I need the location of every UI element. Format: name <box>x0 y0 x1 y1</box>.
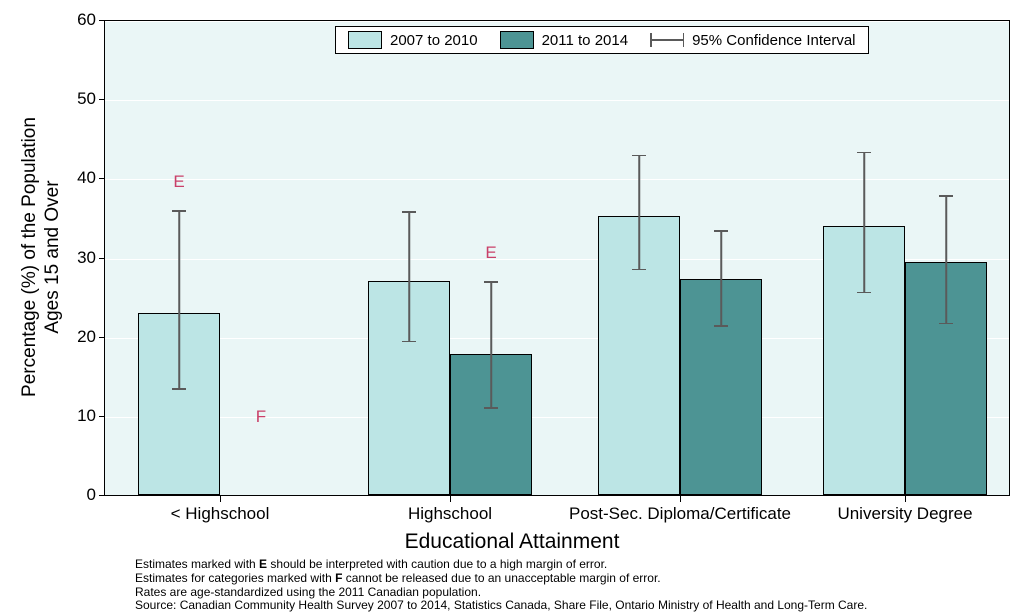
error-bar-cap <box>172 388 186 390</box>
y-tick-mark <box>99 258 105 259</box>
x-tick-label: University Degree <box>837 504 972 524</box>
flag-e-annotation: E <box>173 172 184 192</box>
x-tick-label: < Highschool <box>171 504 270 524</box>
y-tick-mark <box>99 99 105 100</box>
y-tick-mark <box>99 178 105 179</box>
x-tick-label: Highschool <box>408 504 492 524</box>
y-tick-mark <box>99 20 105 21</box>
error-bar-line <box>490 281 492 407</box>
flag-e-annotation: E <box>485 243 496 263</box>
flag-f-annotation: F <box>256 407 266 427</box>
y-tick-label: 30 <box>16 248 96 268</box>
footnote-line-4: Source: Canadian Community Health Survey… <box>135 599 867 613</box>
legend-item-series-a: 2007 to 2010 <box>348 31 478 49</box>
error-bar-cap <box>402 341 416 343</box>
legend-label-ci: 95% Confidence Interval <box>692 32 855 49</box>
y-tick-label: 10 <box>16 406 96 426</box>
error-bar-line <box>720 230 722 325</box>
error-bar-cap <box>484 407 498 409</box>
legend-label-a: 2007 to 2010 <box>390 32 478 49</box>
footnote-line-2: Estimates for categories marked with F c… <box>135 572 867 586</box>
x-tick-label: Post-Sec. Diploma/Certificate <box>569 504 791 524</box>
footnotes: Estimates marked with E should be interp… <box>135 558 867 613</box>
plot-area: E F E <box>105 20 1010 495</box>
grid-line <box>105 179 1009 180</box>
footnote-line-3: Rates are age-standardized using the 201… <box>135 586 867 600</box>
x-tick-mark <box>680 496 681 502</box>
legend-swatch-a <box>348 31 382 49</box>
footnote-line-1: Estimates marked with E should be interp… <box>135 558 867 572</box>
error-bar-line <box>863 152 865 292</box>
legend-swatch-b <box>500 31 534 49</box>
error-bar-cap <box>632 269 646 271</box>
error-bar-line <box>945 195 947 322</box>
y-tick-mark <box>99 495 105 496</box>
x-axis-line <box>104 495 1010 496</box>
error-bar-line <box>178 210 180 388</box>
error-bar-cap <box>857 152 871 154</box>
error-bar-cap <box>714 230 728 232</box>
x-tick-mark <box>220 496 221 502</box>
error-bar-cap <box>632 155 646 157</box>
error-bar-cap <box>402 211 416 213</box>
error-bar-cap <box>484 281 498 283</box>
legend: 2007 to 2010 2011 to 2014 95% Confidence… <box>335 26 869 54</box>
y-tick-label: 0 <box>16 485 96 505</box>
error-bar-cap <box>939 323 953 325</box>
error-bar-cap <box>939 195 953 197</box>
chart-container: Percentage (%) of the Population Ages 15… <box>0 0 1024 614</box>
error-bar-cap <box>714 325 728 327</box>
y-tick-mark <box>99 416 105 417</box>
error-bar-cap <box>857 292 871 294</box>
legend-item-series-b: 2011 to 2014 <box>500 31 628 49</box>
error-bar-line <box>408 211 410 341</box>
x-tick-mark <box>450 496 451 502</box>
error-bar-line <box>638 155 640 269</box>
legend-item-ci: 95% Confidence Interval <box>650 31 855 49</box>
y-tick-mark <box>99 337 105 338</box>
ci-glyph-icon <box>650 31 684 49</box>
error-bar-cap <box>172 210 186 212</box>
legend-label-b: 2011 to 2014 <box>542 32 628 49</box>
y-tick-label: 20 <box>16 327 96 347</box>
y-tick-label: 60 <box>16 10 96 30</box>
x-axis-label: Educational Attainment <box>0 530 1024 554</box>
y-tick-label: 40 <box>16 168 96 188</box>
grid-line <box>105 100 1009 101</box>
y-tick-label: 50 <box>16 89 96 109</box>
x-tick-mark <box>905 496 906 502</box>
grid-line <box>105 21 1009 22</box>
